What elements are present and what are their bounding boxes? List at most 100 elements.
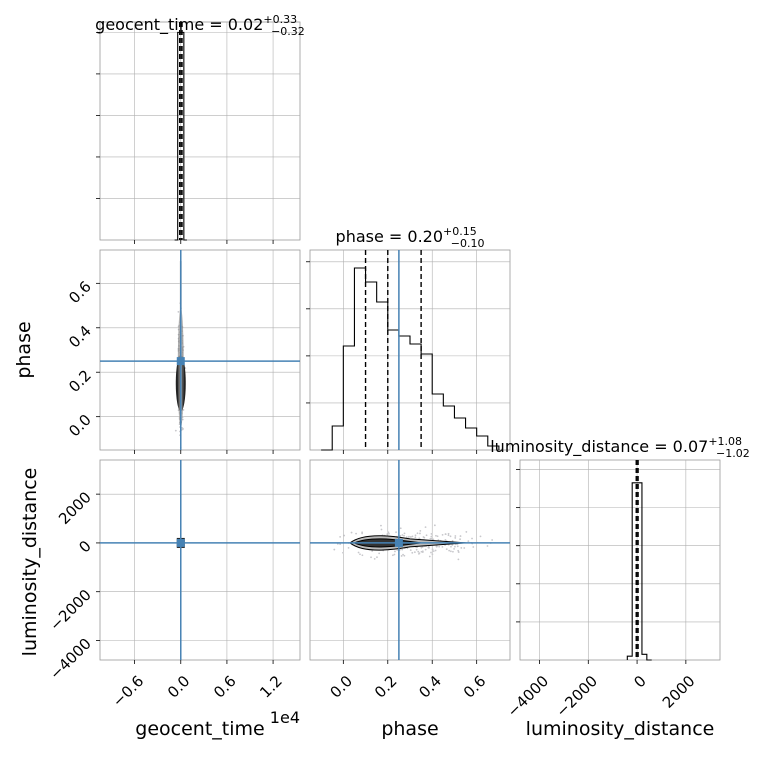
scatter-point (427, 546, 430, 549)
truth-marker (176, 538, 185, 547)
scatter-point (418, 552, 421, 555)
scatter-point (387, 531, 390, 534)
scatter-point (486, 545, 489, 547)
scatter-point (472, 546, 475, 548)
x-tick-label: 0.0 (164, 672, 194, 702)
x-tick-label: −4000 (504, 672, 553, 721)
scatter-point (394, 550, 396, 553)
scatter-point (451, 539, 454, 542)
scatter-point (465, 531, 468, 533)
scatter-point (350, 531, 353, 534)
scatter-point (424, 548, 427, 551)
panel-luminosity-distance-vs-geocent-time: −0.6 0.0 0.6 1.2 −4000−2000 0 2000 (46, 459, 301, 711)
scatter-point (420, 546, 423, 549)
scatter-point (421, 551, 424, 554)
scatter-point (371, 550, 374, 552)
scatter-point (343, 534, 346, 537)
scatter-point (459, 535, 462, 537)
scatter-point (409, 549, 412, 552)
x-tick-label: −2000 (552, 672, 601, 721)
scatter-point (453, 547, 455, 550)
x-tick-label: 0 (630, 672, 649, 691)
scatter-point (450, 545, 452, 548)
y-tick-label: 0.0 (65, 411, 95, 441)
title-luminosity-distance: luminosity_distance = 0.07+1.08 −1.02 (490, 435, 750, 460)
title-phase: phase = 0.20+0.15 −0.10 (336, 225, 485, 250)
scatter-point (459, 538, 461, 541)
y-tick-label: −4000 (46, 635, 95, 684)
xlabel-geocent-time: geocent_time (135, 718, 264, 740)
scatter-point (355, 532, 357, 535)
scatter-point (413, 551, 416, 554)
scatter-point (471, 537, 473, 540)
scatter-point (454, 537, 457, 539)
scatter-point (435, 534, 437, 537)
y-tick-label: 0.2 (65, 366, 95, 396)
scatter-point (444, 533, 447, 536)
scatter-point (414, 536, 417, 539)
xlabel-phase: phase (381, 718, 438, 740)
scatter-point (434, 549, 437, 552)
scatter-point (393, 553, 396, 556)
ylabel-phase: phase (13, 321, 35, 378)
y-tick-label: 0.4 (65, 322, 95, 352)
scatter-point (373, 557, 376, 560)
scatter-point (460, 547, 463, 549)
scatter-point (419, 532, 421, 535)
x-tick-label: 2000 (659, 672, 699, 712)
scatter-point (431, 553, 434, 556)
scatter-point (403, 554, 406, 557)
scatter-point (419, 529, 422, 532)
y-tick-label: 2000 (55, 488, 95, 528)
scatter-point (449, 550, 452, 553)
x-tick-label: 0.2 (371, 672, 401, 702)
scatter-point (430, 535, 433, 538)
truth-marker (176, 357, 185, 366)
panel-luminosity-distance-hist: −4000 −2000 0 2000 (504, 459, 721, 721)
x-tick-label: 0.6 (460, 672, 490, 702)
scatter-point (399, 527, 402, 530)
histogram-step (321, 267, 500, 451)
scatter-point (411, 535, 414, 538)
scatter-point (452, 550, 454, 553)
scatter-point (467, 540, 470, 543)
scatter-point (433, 524, 436, 527)
scatter-point (491, 539, 494, 541)
scatter-point (441, 533, 444, 536)
scatter-point (414, 534, 417, 537)
scatter-point (438, 545, 441, 548)
scatter-point (463, 547, 466, 549)
panel-phase-hist (306, 249, 511, 454)
scatter-point (430, 551, 432, 554)
scatter-point (370, 556, 372, 559)
scatter-point (441, 545, 444, 548)
scatter-point (444, 538, 447, 541)
scatter-point (456, 545, 459, 548)
offset-text-geocent-time: 1e4 (270, 708, 300, 727)
x-tick-label: 0.4 (415, 672, 445, 702)
scatter-point (403, 534, 405, 537)
scatter-point (347, 547, 350, 549)
scatter-point (431, 548, 434, 551)
scatter-point (359, 553, 361, 556)
scatter-point (432, 550, 435, 553)
scatter-point (182, 409, 185, 411)
scatter-point (378, 552, 381, 555)
scatter-point (177, 311, 180, 313)
scatter-point (395, 531, 397, 534)
x-tick-label: −0.6 (109, 672, 147, 710)
panel-phase-vs-geocent-time: 0.0 0.2 0.4 0.6 (65, 249, 301, 454)
scatter-point (401, 548, 404, 551)
xlabel-luminosity-distance: luminosity_distance (526, 718, 715, 740)
scatter-point (435, 545, 438, 548)
scatter-point (396, 549, 399, 551)
truth-marker (394, 538, 403, 547)
scatter-point (411, 551, 414, 554)
y-tick-label: 0 (75, 537, 94, 556)
scatter-point (424, 526, 427, 529)
scatter-point (400, 555, 403, 557)
scatter-point (357, 551, 360, 554)
y-tick-label: −2000 (46, 586, 95, 635)
x-tick-label: 0.6 (210, 672, 240, 702)
panel-geocent-time-hist (96, 21, 301, 244)
